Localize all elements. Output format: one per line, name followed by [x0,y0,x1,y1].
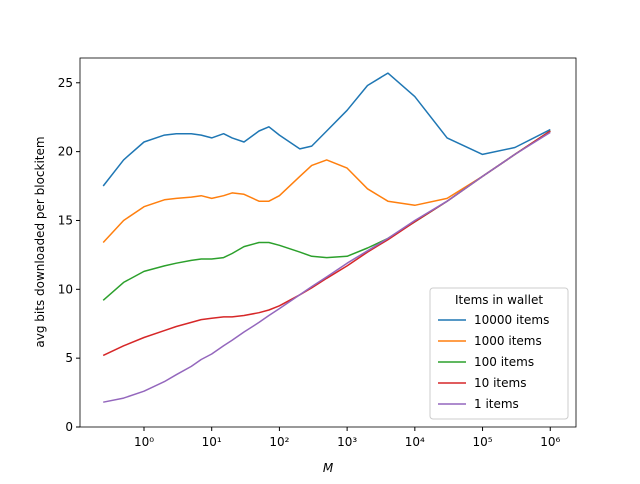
legend: Items in wallet 10000 items 1000 items 100 … [429,287,569,420]
x-tick-label: 10⁵ [472,435,492,449]
legend-title: Items in wallet [455,293,543,307]
y-tick-label: 20 [58,145,73,159]
legend-label: 100 items [474,355,534,369]
series-line [102,130,551,244]
series-line [103,131,551,403]
legend-label: 1000 items [474,334,542,348]
y-tick-label: 0 [65,420,73,434]
y-tick-label: 15 [58,213,73,227]
y-axis-label: avg bits downloaded per blockitem [33,136,47,347]
series-line [102,72,551,187]
x-tick-label: 10⁰ [134,435,154,449]
series-line [102,130,551,357]
y-tick-label: 10 [58,282,73,296]
legend-label: 1 items [474,397,519,411]
x-tick-label: 10⁶ [540,435,560,449]
y-tick-label: 25 [58,76,73,90]
legend-label: 10 items [474,376,526,390]
legend-label: 10000 items [474,313,549,327]
x-tick-label: 10³ [337,435,357,449]
x-tick-label: 10⁴ [405,435,425,449]
x-tick-label: 10² [269,435,289,449]
x-tick-label: 10¹ [202,435,222,449]
y-tick-label: 5 [65,351,73,365]
x-axis-label: M [323,461,334,475]
plot-frame [79,57,577,428]
